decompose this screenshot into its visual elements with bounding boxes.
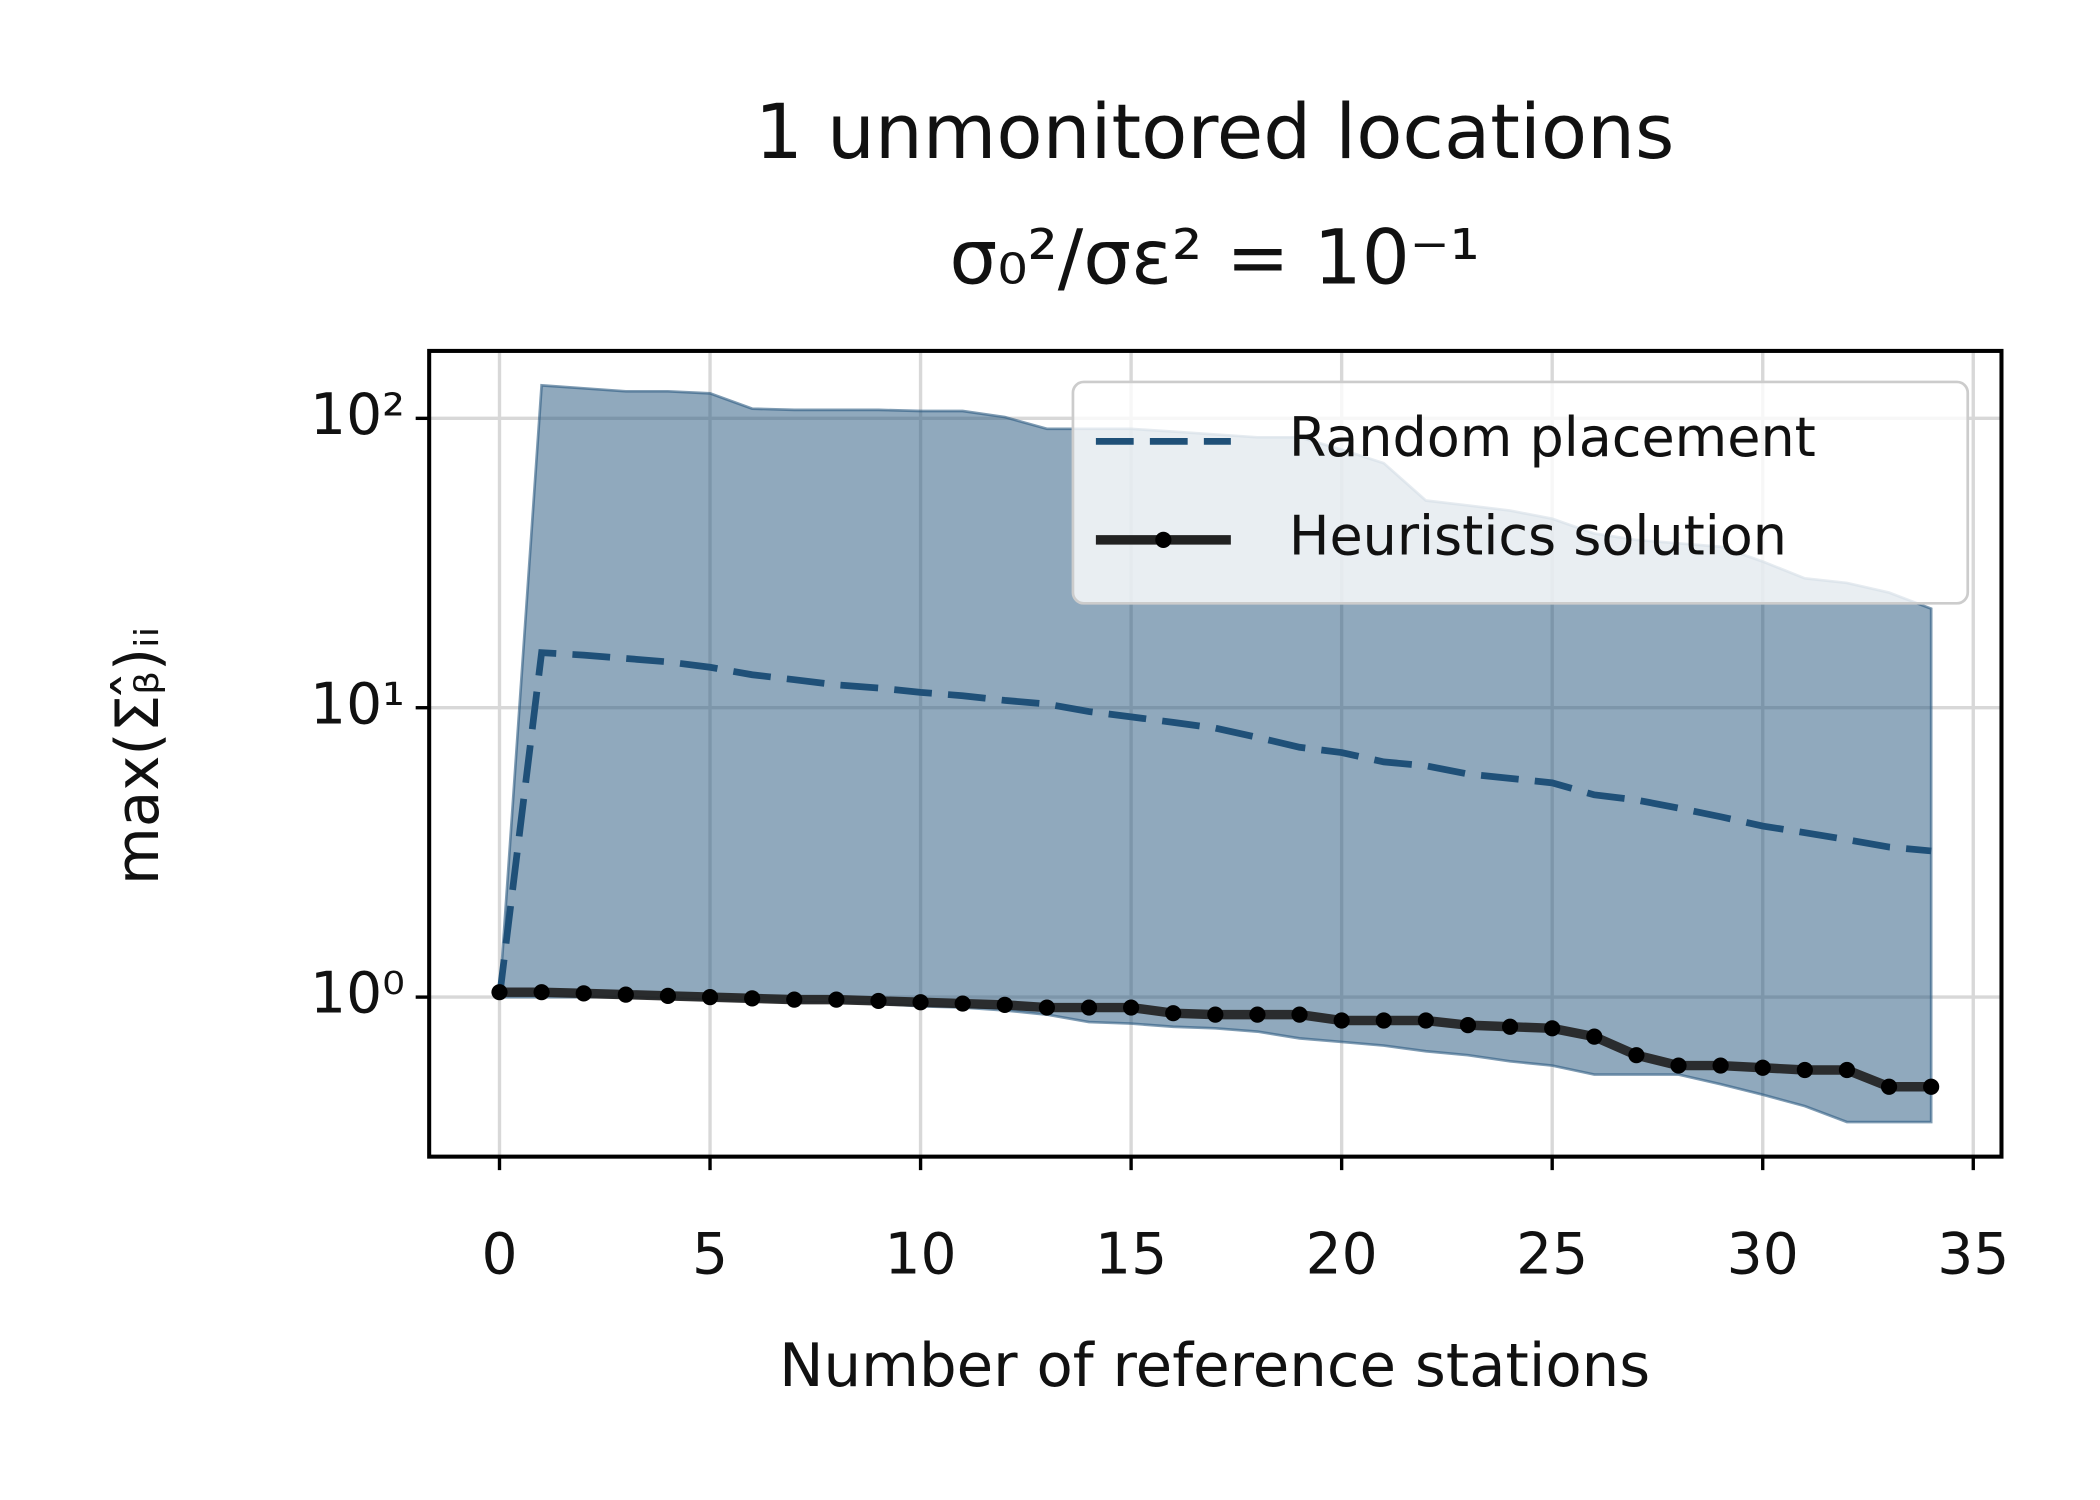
data-point (1249, 1006, 1266, 1023)
data-point (1501, 1018, 1519, 1035)
data-point (1923, 1078, 1940, 1095)
data-point (1880, 1078, 1898, 1095)
x-tick-label: 15 (1095, 1221, 1167, 1287)
y-tick-label: 10¹ (310, 671, 405, 737)
data-point (1375, 1012, 1392, 1029)
data-point (1754, 1059, 1771, 1076)
data-point (1165, 1005, 1182, 1022)
y-tick-label: 10² (310, 382, 405, 448)
data-point (828, 991, 845, 1008)
data-point (1333, 1012, 1350, 1029)
chart-title: 1 unmonitored locations (755, 88, 1675, 176)
data-point (1544, 1020, 1561, 1037)
x-tick-label: 25 (1516, 1221, 1588, 1287)
data-point (786, 991, 803, 1008)
x-tick-label: 10 (885, 1221, 957, 1287)
data-point (1038, 999, 1055, 1016)
data-point (870, 992, 887, 1010)
chart-subtitle: σ₀²/σε² = 10⁻¹ (949, 214, 1480, 302)
data-point (1670, 1057, 1687, 1074)
legend-label: Random placement (1289, 406, 1816, 469)
legend-box (1071, 380, 1970, 605)
x-tick-label: 30 (1727, 1221, 1799, 1287)
x-tick-label: 20 (1306, 1221, 1378, 1287)
data-point (1796, 1061, 1813, 1079)
data-point (1459, 1017, 1477, 1034)
y-axis-label: max(Σᵦ̂)ᵢᵢ (104, 627, 173, 885)
data-point (575, 985, 592, 1002)
data-point (533, 984, 550, 1001)
data-point (701, 989, 719, 1006)
legend-label: Heuristics solution (1289, 505, 1787, 568)
data-point (912, 994, 929, 1011)
x-tick-label: 0 (481, 1221, 517, 1287)
data-point (1838, 1061, 1856, 1079)
data-point (1712, 1057, 1729, 1074)
data-point (617, 986, 634, 1003)
data-point (1207, 1006, 1224, 1023)
data-point (1291, 1006, 1308, 1023)
plot-frame (427, 348, 2004, 1159)
data-point (744, 990, 761, 1007)
data-point (1417, 1012, 1434, 1029)
y-tick-label: 10⁰ (310, 961, 405, 1027)
data-point (954, 995, 971, 1012)
legend-marker (1155, 531, 1172, 548)
series-line (496, 649, 1932, 998)
data-point (1586, 1028, 1603, 1045)
data-point (1628, 1047, 1645, 1064)
data-point (491, 984, 508, 1001)
data-point (1080, 999, 1098, 1016)
x-axis-label: Number of reference stations (779, 1332, 1650, 1401)
data-point (996, 996, 1013, 1013)
x-tick-label: 35 (1937, 1221, 2009, 1287)
x-tick-label: 5 (692, 1221, 728, 1287)
data-point (659, 987, 677, 1004)
data-point (1123, 999, 1140, 1016)
